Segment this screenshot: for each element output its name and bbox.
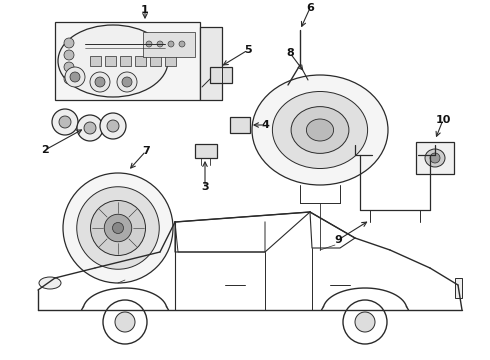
Text: 10: 10 [435,115,451,125]
Ellipse shape [291,107,349,153]
Circle shape [100,113,126,139]
Circle shape [64,62,74,72]
Ellipse shape [272,91,368,168]
Circle shape [77,187,159,269]
Ellipse shape [58,25,168,97]
Bar [195,144,217,158]
Circle shape [65,67,85,87]
Ellipse shape [425,149,445,167]
Circle shape [430,153,440,163]
Circle shape [117,72,137,92]
Bar [90,56,101,66]
Circle shape [107,120,119,132]
Bar [455,278,462,298]
Circle shape [122,77,132,87]
Circle shape [343,300,387,344]
Bar [416,142,454,174]
Bar [286,85,314,103]
Circle shape [113,222,123,234]
Circle shape [64,50,74,60]
Bar [105,56,116,66]
Bar [200,27,222,100]
Circle shape [104,214,132,242]
Circle shape [168,41,174,47]
Text: 7: 7 [142,146,150,156]
Circle shape [103,300,147,344]
Bar [150,56,161,66]
Ellipse shape [252,75,388,185]
Text: 3: 3 [201,182,209,192]
Text: 5: 5 [244,45,252,55]
Bar [230,117,250,133]
Bar [143,32,195,57]
Text: 8: 8 [286,48,294,58]
Ellipse shape [39,277,61,289]
Text: 6: 6 [306,3,314,13]
Circle shape [95,77,105,87]
Text: 1: 1 [141,5,149,15]
Text: 2: 2 [41,145,49,155]
Circle shape [63,173,173,283]
Circle shape [146,41,152,47]
Circle shape [355,312,375,332]
Ellipse shape [306,119,334,141]
Circle shape [52,109,78,135]
Bar [135,56,146,66]
Bar [120,56,131,66]
Circle shape [179,41,185,47]
Circle shape [64,74,74,84]
Circle shape [64,38,74,48]
Bar [165,56,176,66]
Text: 9: 9 [334,235,342,245]
Bar [210,67,232,83]
Text: 4: 4 [261,120,269,130]
Bar [55,22,200,100]
Circle shape [90,72,110,92]
Circle shape [59,116,71,128]
Circle shape [77,115,103,141]
Circle shape [70,72,80,82]
Circle shape [157,41,163,47]
Circle shape [91,201,146,256]
Circle shape [84,122,96,134]
Circle shape [115,312,135,332]
